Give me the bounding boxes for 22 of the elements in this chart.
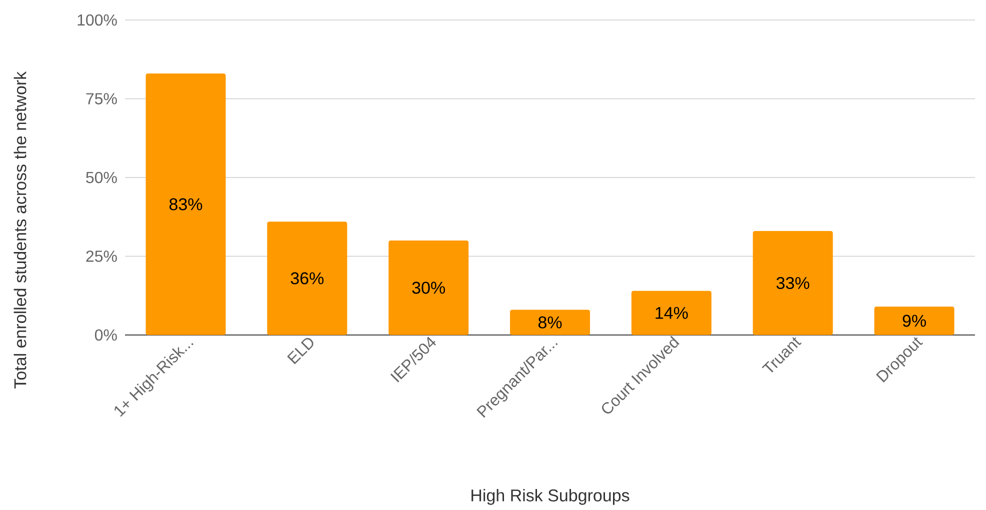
bar xyxy=(752,231,833,335)
data-label: 9% xyxy=(902,314,926,327)
y-tick-label: 75% xyxy=(86,93,117,104)
bar xyxy=(388,240,469,335)
bar xyxy=(510,310,590,335)
bar xyxy=(874,306,954,335)
bar xyxy=(631,290,712,335)
y-tick-label: 25% xyxy=(86,250,117,262)
data-label: 83% xyxy=(169,198,202,210)
y-tick-label: 50% xyxy=(86,172,117,184)
y-tick-label: 0% xyxy=(94,329,117,341)
data-label: 8% xyxy=(538,316,562,328)
data-label: 33% xyxy=(776,276,810,290)
bar xyxy=(146,74,226,335)
bar xyxy=(267,222,348,335)
y-tick-label: 100% xyxy=(78,14,117,26)
y-axis-title: Total enrolled students across the network xyxy=(14,71,26,388)
data-label: 14% xyxy=(656,306,688,319)
data-label: 36% xyxy=(290,272,324,284)
data-label: 30% xyxy=(412,282,445,294)
x-tick-label: ELD xyxy=(287,338,314,364)
x-axis-title: High Risk Subgroups xyxy=(472,488,630,505)
